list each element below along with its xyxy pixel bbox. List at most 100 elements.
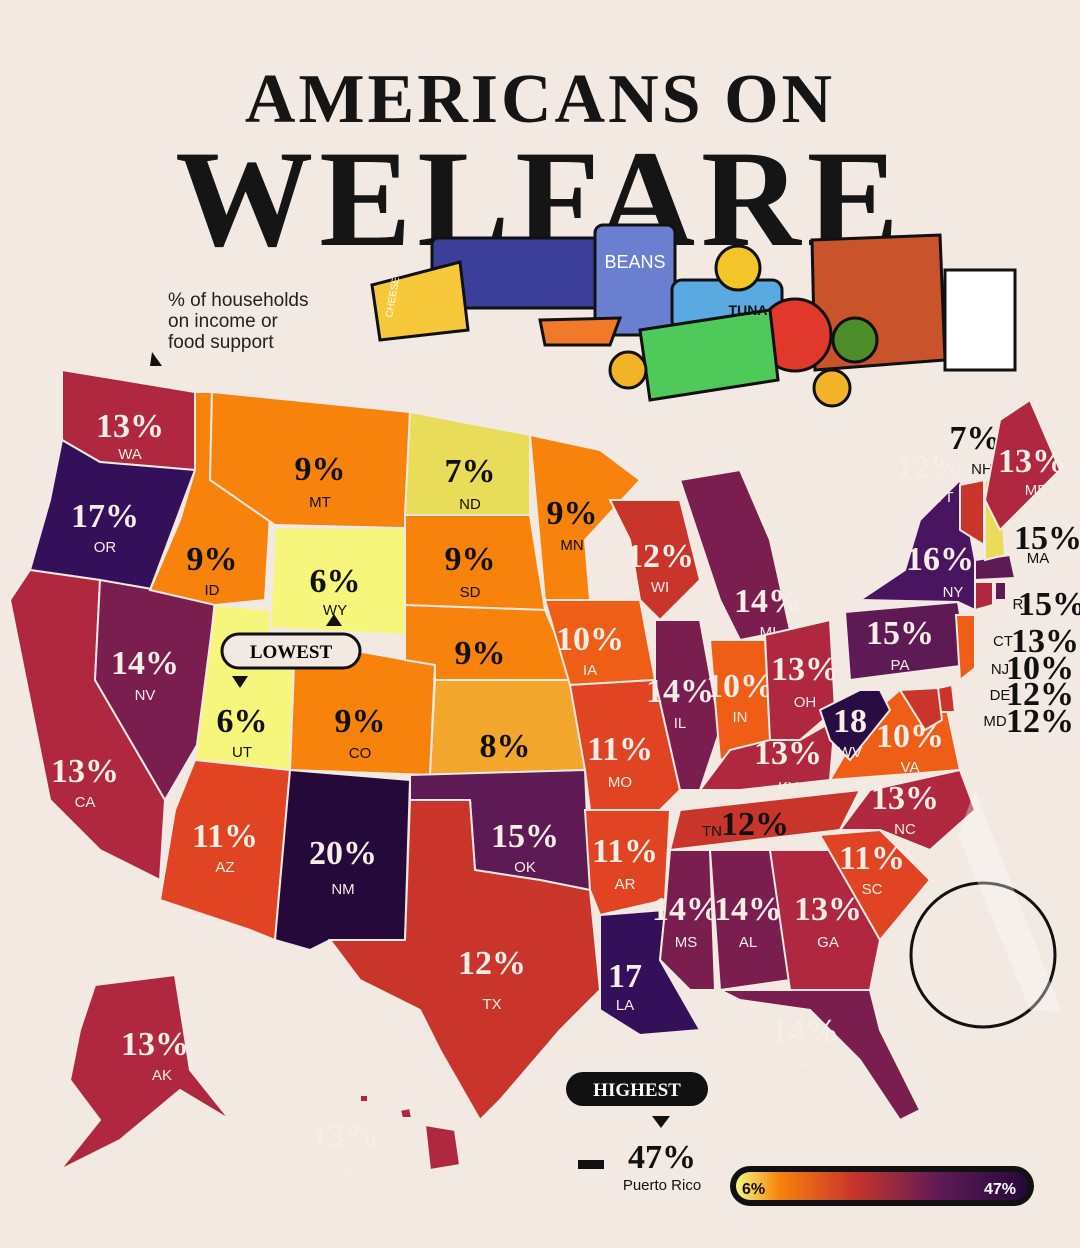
state-value: 12% [1006,676,1074,713]
state-abbr: WI [651,579,669,596]
state-value: 13% [754,735,822,772]
state-abbr: ME [1025,482,1048,499]
state-value: 13% [794,891,862,928]
state-shape [59,973,231,1171]
state-value: 17% [71,498,139,535]
state-abbr: AK [152,1067,172,1084]
state-value: 11% [192,818,258,855]
lowest-badge [220,632,362,670]
state-abbr: ID [205,582,220,599]
state-abbr: WV [838,744,862,761]
state-value: 9% [455,635,506,672]
pointer [150,352,162,366]
state-shape [719,989,922,1122]
state-shape [818,689,892,762]
state-abbr: MN [560,537,583,554]
state-shape [359,1094,369,1103]
state-value: 7% [445,453,496,490]
state-shape [898,686,944,732]
state-value: 12% [1006,703,1074,740]
state-abbr: HI [338,1161,353,1178]
state-abbr: CT [993,633,1013,650]
state-abbr: CA [75,794,96,811]
food-illustration: BEANS TUNA CHEESE [370,223,1017,408]
state-value: 13% [51,753,119,790]
state-shape [208,390,412,530]
state-abbr: ND [459,496,481,513]
state-abbr: FL [796,1056,814,1073]
legend-min: 6% [742,1181,765,1198]
state-abbr: NY [943,584,964,601]
state-abbr: NJ [991,661,1009,678]
state-abbr: MT [309,494,331,511]
state-abbr: IN [733,709,748,726]
state-shape [328,799,602,1122]
state-value: 13% [871,780,939,817]
state-abbr: NC [894,821,916,838]
state-abbr: SD [460,584,481,601]
state-abbr: NH [971,461,993,478]
state-abbr: AL [739,934,757,951]
state-value: 14% [111,645,179,682]
state-value: 15% [866,615,934,652]
state-value: 15% [491,818,559,855]
state-value: 6% [217,703,268,740]
state-value: 9% [187,541,238,578]
state-shape [954,614,976,682]
state-abbr: DE [990,687,1011,704]
state-abbr: AR [615,876,636,893]
subtitle-line: % of households [168,290,309,311]
state-value: 14% [734,583,802,620]
state-value: 12% [721,806,789,843]
pr-shape [578,1160,604,1169]
state-abbr: LA [616,997,634,1014]
state-value: 13% [121,1026,189,1063]
state-shape [838,768,977,852]
state-value: 9% [445,541,496,578]
state-value: 13% [96,408,164,445]
state-abbr: CO [349,745,372,762]
state-shape [698,718,837,791]
state-abbr: MA [1027,550,1050,567]
state-value: 9% [295,451,346,488]
state-abbr: IL [674,715,687,732]
state-value: 10% [556,621,624,658]
state-value: 11% [592,833,658,870]
highest-label: HIGHEST [593,1080,681,1101]
state-abbr: PA [891,657,910,674]
state-abbr: UT [232,744,252,761]
state-value: 16% [906,541,974,578]
state-value: 17 [608,958,642,995]
state-abbr: MO [608,774,632,791]
state-value: 12% [626,538,694,575]
state-abbr: WY [323,602,347,619]
subtitle-line: on income or [168,311,279,332]
title-line1: AMERICANS ON [245,61,835,138]
pr-name: Puerto Rico [623,1177,701,1194]
state-value: 18 [833,703,867,740]
state-value: 14% [646,673,714,710]
state-abbr: NM [331,881,354,898]
state-value: 13% [311,1118,379,1155]
state-abbr: OR [94,539,117,556]
state-value: 13% [998,443,1066,480]
state-value: 13% [1011,623,1079,660]
tuna-label: TUNA [729,302,768,318]
beans-label: BEANS [604,252,665,272]
state-abbr: OH [794,694,817,711]
state-abbr: SC [862,881,883,898]
state-shape [768,849,882,991]
state-abbr: WA [118,446,142,463]
state-abbr: VA [901,759,920,776]
lowest-label: LOWEST [250,642,333,663]
state-shape [423,1123,462,1172]
map: 13%WA17%OR13%CA14%NV9%ID9%MT6%WY6%UT9%CO… [8,368,1080,1194]
state-shape [974,553,1017,582]
state-value: 14% [652,891,720,928]
state-value: 11% [587,731,653,768]
state-value: 9% [547,495,598,532]
state-abbr: TN [702,823,722,840]
state-value: 7% [950,420,1001,457]
state-shape [994,581,1007,601]
